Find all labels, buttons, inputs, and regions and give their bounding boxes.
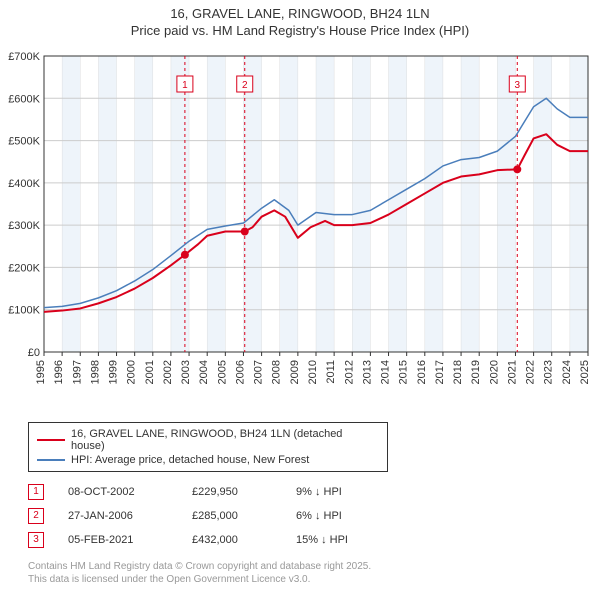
svg-text:2021: 2021: [506, 360, 518, 384]
svg-text:£600K: £600K: [8, 93, 40, 105]
svg-text:2005: 2005: [216, 360, 228, 384]
svg-text:£0: £0: [28, 347, 40, 359]
sale-marker-2: 2: [28, 508, 44, 524]
sale-hpi: 9% ↓ HPI: [296, 486, 396, 498]
svg-text:1: 1: [182, 80, 188, 91]
attribution-line1: Contains HM Land Registry data © Crown c…: [28, 560, 592, 573]
svg-text:2006: 2006: [234, 360, 246, 384]
svg-text:1995: 1995: [35, 360, 47, 384]
svg-text:2014: 2014: [380, 360, 392, 384]
svg-text:2025: 2025: [579, 360, 591, 384]
svg-text:2023: 2023: [543, 360, 555, 384]
sale-hpi: 15% ↓ HPI: [296, 534, 396, 546]
legend: 16, GRAVEL LANE, RINGWOOD, BH24 1LN (det…: [28, 422, 388, 472]
legend-swatch-hpi: [37, 459, 65, 461]
svg-text:2003: 2003: [180, 360, 192, 384]
svg-text:2007: 2007: [253, 360, 265, 384]
legend-label-subject: 16, GRAVEL LANE, RINGWOOD, BH24 1LN (det…: [71, 428, 379, 452]
svg-text:£300K: £300K: [8, 220, 40, 232]
svg-text:2002: 2002: [162, 360, 174, 384]
svg-text:2019: 2019: [470, 360, 482, 384]
title-line1: 16, GRAVEL LANE, RINGWOOD, BH24 1LN: [8, 6, 592, 23]
svg-text:£500K: £500K: [8, 135, 40, 147]
sale-hpi: 6% ↓ HPI: [296, 510, 396, 522]
svg-text:2018: 2018: [452, 360, 464, 384]
svg-text:2015: 2015: [398, 360, 410, 384]
svg-text:2: 2: [242, 80, 248, 91]
sale-date: 05-FEB-2021: [68, 534, 168, 546]
sales-table: 1 08-OCT-2002 £229,950 9% ↓ HPI 2 27-JAN…: [28, 480, 592, 552]
svg-text:2017: 2017: [434, 360, 446, 384]
svg-text:2016: 2016: [416, 360, 428, 384]
svg-text:2000: 2000: [126, 360, 138, 384]
svg-text:1997: 1997: [71, 360, 83, 384]
attribution: Contains HM Land Registry data © Crown c…: [28, 560, 592, 586]
sale-date: 08-OCT-2002: [68, 486, 168, 498]
sale-row: 2 27-JAN-2006 £285,000 6% ↓ HPI: [28, 504, 592, 528]
sale-price: £432,000: [192, 534, 272, 546]
svg-text:2011: 2011: [325, 360, 337, 384]
sale-marker-3: 3: [28, 532, 44, 548]
svg-text:2022: 2022: [525, 360, 537, 384]
svg-text:£700K: £700K: [8, 51, 40, 63]
svg-text:2004: 2004: [198, 360, 210, 384]
chart-title: 16, GRAVEL LANE, RINGWOOD, BH24 1LN Pric…: [8, 6, 592, 40]
svg-text:2012: 2012: [343, 360, 355, 384]
svg-text:2001: 2001: [144, 360, 156, 384]
legend-row-subject: 16, GRAVEL LANE, RINGWOOD, BH24 1LN (det…: [37, 427, 379, 453]
sale-marker-1: 1: [28, 484, 44, 500]
svg-text:2024: 2024: [561, 360, 573, 384]
sale-row: 1 08-OCT-2002 £229,950 9% ↓ HPI: [28, 480, 592, 504]
sale-price: £285,000: [192, 510, 272, 522]
price-chart: £0 £100K £200K £300K £400K £500K £600K £700K 1 2 3…: [8, 46, 592, 416]
svg-text:3: 3: [514, 80, 520, 91]
chart-svg: £0 £100K £200K £300K £400K £500K £600K £700K 1 2 3…: [8, 46, 592, 416]
svg-text:2010: 2010: [307, 360, 319, 384]
legend-row-hpi: HPI: Average price, detached house, New …: [37, 453, 379, 467]
svg-text:£400K: £400K: [8, 178, 40, 190]
svg-text:1999: 1999: [108, 360, 120, 384]
legend-label-hpi: HPI: Average price, detached house, New …: [71, 454, 309, 466]
svg-text:2013: 2013: [361, 360, 373, 384]
svg-text:2009: 2009: [289, 360, 301, 384]
svg-text:2008: 2008: [271, 360, 283, 384]
sale-row: 3 05-FEB-2021 £432,000 15% ↓ HPI: [28, 528, 592, 552]
svg-text:£200K: £200K: [8, 262, 40, 274]
svg-text:2020: 2020: [488, 360, 500, 384]
title-line2: Price paid vs. HM Land Registry's House …: [8, 23, 592, 40]
svg-text:1996: 1996: [53, 360, 65, 384]
legend-swatch-subject: [37, 439, 65, 441]
attribution-line2: This data is licensed under the Open Gov…: [28, 573, 592, 586]
svg-text:£100K: £100K: [8, 304, 40, 316]
svg-text:1998: 1998: [89, 360, 101, 384]
sale-price: £229,950: [192, 486, 272, 498]
sale-date: 27-JAN-2006: [68, 510, 168, 522]
